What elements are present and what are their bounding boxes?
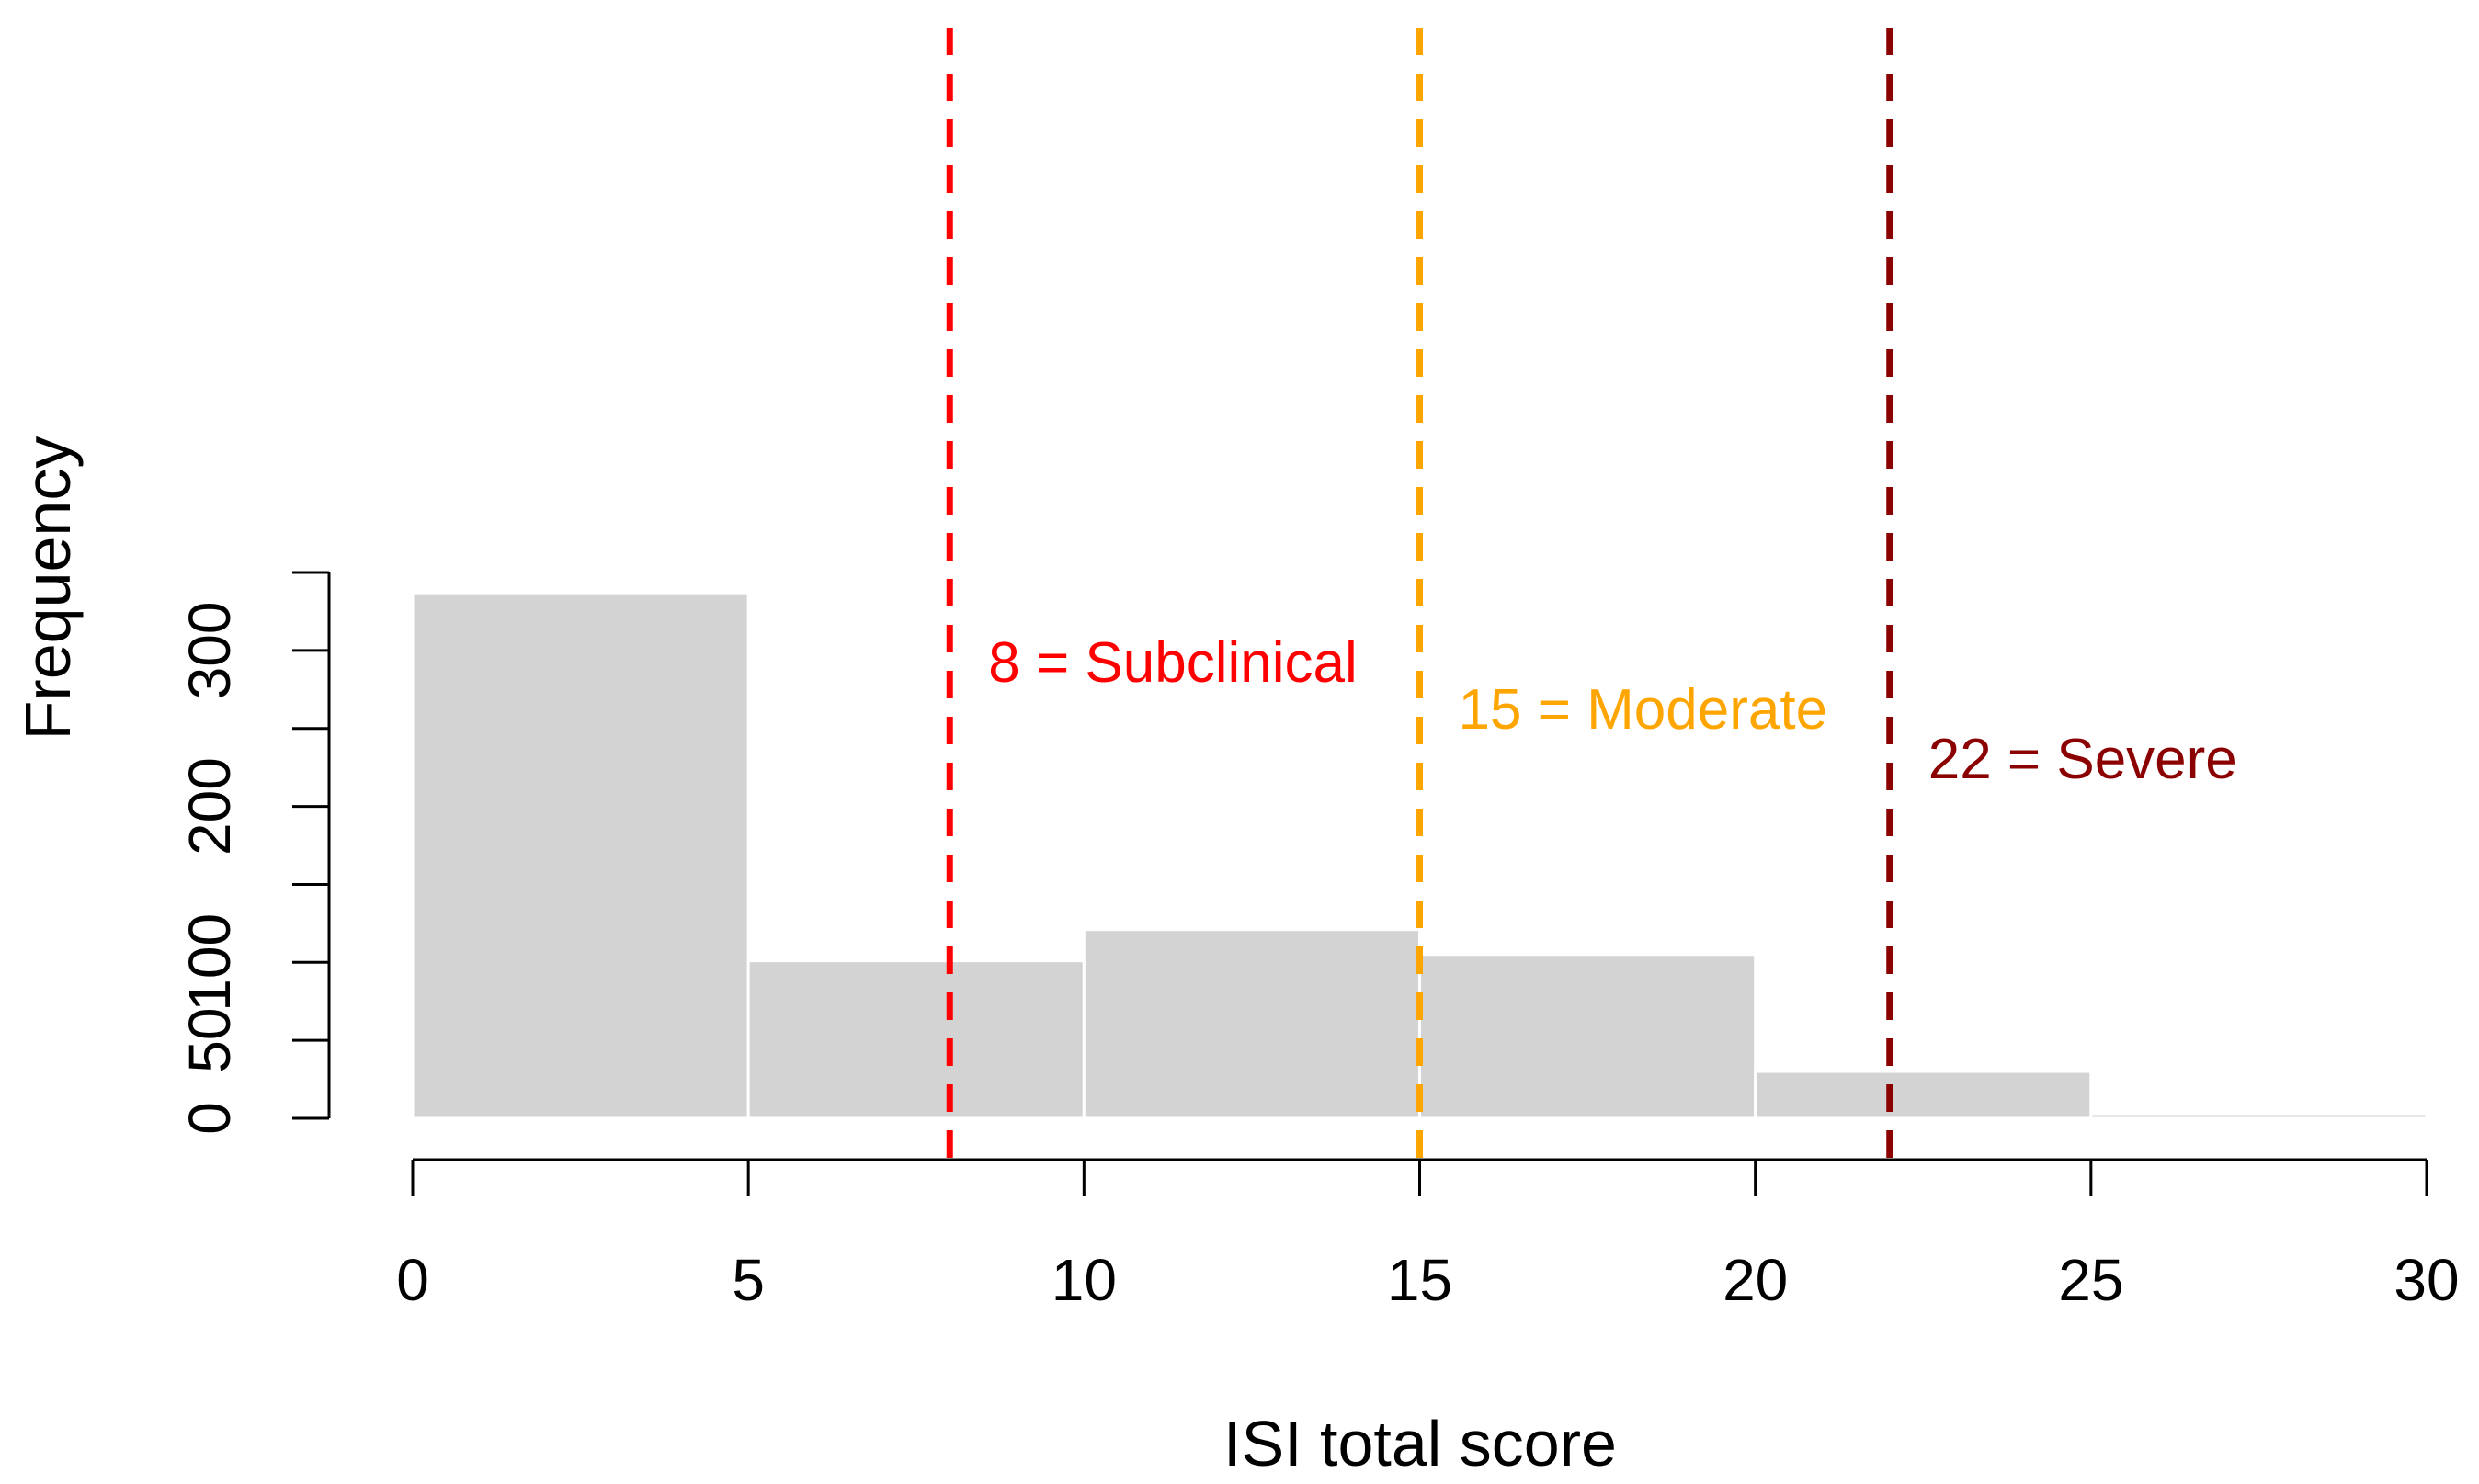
x-axis-label: ISI total score — [1223, 1408, 1617, 1479]
y-axis-label: Frequency — [12, 436, 84, 741]
x-tick-label-25: 25 — [2058, 1247, 2123, 1313]
x-tick-label-0: 0 — [396, 1247, 429, 1313]
y-tick-label-0: 0 — [176, 1102, 243, 1135]
y-tick-label-100: 100 — [176, 913, 243, 1012]
y-tick-label-300: 300 — [176, 602, 243, 700]
x-tick-label-5: 5 — [732, 1247, 765, 1313]
histogram-bar-6 — [2089, 1112, 2428, 1120]
cutoff-label-22: 22 = Severe — [1928, 728, 2237, 791]
x-tick-label-10: 10 — [1052, 1247, 1117, 1313]
cutoff-label-8: 8 = Subclinical — [988, 631, 1358, 695]
histogram-bar-4 — [1418, 953, 1757, 1120]
histogram-bar-1 — [411, 591, 750, 1120]
y-tick-label-200: 200 — [176, 757, 243, 855]
histogram-bar-5 — [1754, 1070, 2093, 1120]
x-tick-label-15: 15 — [1387, 1247, 1452, 1313]
x-tick-label-20: 20 — [1723, 1247, 1788, 1313]
cutoff-label-15: 15 = Moderate — [1459, 678, 1828, 742]
bars-group — [411, 591, 2428, 1120]
y-tick-label-50: 50 — [176, 1008, 243, 1073]
x-tick-label-30: 30 — [2394, 1247, 2459, 1313]
histogram-bar-3 — [1082, 928, 1422, 1120]
histogram-bar-2 — [746, 959, 1086, 1120]
reference-lines-group: 8 = Subclinical 15 = Moderate 22 = Severe — [946, 28, 2237, 1160]
